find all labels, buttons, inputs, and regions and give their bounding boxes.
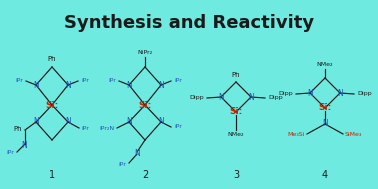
Text: N: N bbox=[33, 81, 39, 90]
Text: iPr: iPr bbox=[81, 125, 89, 130]
Text: SiMe₃: SiMe₃ bbox=[345, 132, 363, 138]
Text: N: N bbox=[218, 92, 224, 101]
Text: N: N bbox=[33, 118, 39, 126]
Text: N: N bbox=[337, 88, 343, 98]
Text: iPr: iPr bbox=[118, 161, 126, 167]
Text: Si:: Si: bbox=[318, 104, 332, 112]
Text: 2: 2 bbox=[142, 170, 148, 180]
Text: N: N bbox=[158, 118, 164, 126]
Text: Dipp: Dipp bbox=[357, 91, 372, 97]
Text: N: N bbox=[322, 119, 328, 129]
Text: Ph: Ph bbox=[48, 56, 56, 62]
Text: N: N bbox=[126, 81, 132, 90]
Text: Si:: Si: bbox=[45, 101, 59, 109]
Text: N: N bbox=[65, 81, 71, 90]
Text: N: N bbox=[134, 149, 140, 159]
Text: iPr: iPr bbox=[174, 125, 182, 129]
Text: iPr₂N: iPr₂N bbox=[99, 125, 114, 130]
Text: N: N bbox=[158, 81, 164, 90]
Text: Dipp: Dipp bbox=[189, 95, 204, 101]
Text: Dipp: Dipp bbox=[268, 95, 283, 101]
Text: Ph: Ph bbox=[232, 72, 240, 78]
Text: iPr: iPr bbox=[81, 78, 89, 84]
Text: 3: 3 bbox=[233, 170, 239, 180]
Text: Dipp: Dipp bbox=[278, 91, 293, 97]
Text: N: N bbox=[65, 118, 71, 126]
Text: iPr: iPr bbox=[108, 78, 116, 84]
Text: NMe₂: NMe₂ bbox=[228, 132, 244, 136]
Text: Synthesis and Reactivity: Synthesis and Reactivity bbox=[64, 14, 314, 32]
Text: Me₃Si: Me₃Si bbox=[288, 132, 305, 138]
Text: N: N bbox=[248, 92, 254, 101]
Text: N: N bbox=[307, 88, 313, 98]
Text: NiPr₂: NiPr₂ bbox=[138, 50, 153, 56]
Text: NMe₂: NMe₂ bbox=[317, 63, 333, 67]
Text: iPr: iPr bbox=[15, 78, 23, 84]
Text: N: N bbox=[21, 142, 27, 150]
Text: 4: 4 bbox=[322, 170, 328, 180]
Text: iPr: iPr bbox=[6, 149, 14, 154]
Text: iPr: iPr bbox=[174, 78, 182, 84]
Text: 1: 1 bbox=[49, 170, 55, 180]
Text: Si:: Si: bbox=[138, 101, 152, 109]
Text: Ph: Ph bbox=[13, 126, 22, 132]
Text: Si:: Si: bbox=[229, 108, 243, 116]
Text: N: N bbox=[126, 118, 132, 126]
